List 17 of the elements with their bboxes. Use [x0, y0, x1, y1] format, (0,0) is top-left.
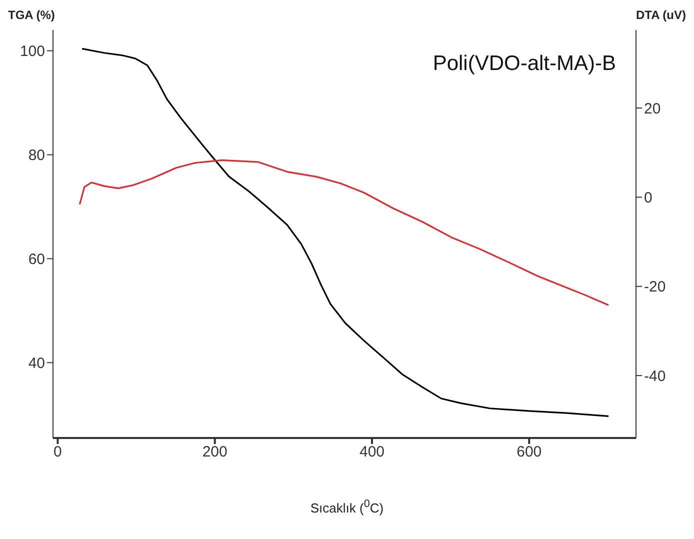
line-series: [78, 159, 610, 306]
x-tick-label: 400: [359, 444, 385, 461]
y2-axis-title: DTA (uV): [636, 8, 686, 22]
y2-tick-label: -20: [644, 278, 666, 296]
x-tick-label: 200: [202, 444, 228, 461]
x-tick-label: 600: [516, 444, 542, 461]
y2-tick-label: -40: [644, 368, 666, 385]
y-tick-label: 100: [20, 43, 45, 60]
y2-tick-label: 0: [644, 190, 652, 207]
y-tick-label: 80: [28, 147, 45, 164]
text: Poli(VDO-alt-MA)-B: [432, 52, 616, 76]
x-tick-label: 0: [54, 444, 62, 461]
y-tick-label: 40: [28, 354, 45, 372]
y-axis-title: TGA (%): [8, 8, 55, 22]
x-axis-title: Sıcaklık ($^{0}$C): [309, 498, 385, 516]
y2-tick-label: 20: [644, 100, 661, 118]
y-tick-label: 60: [28, 251, 45, 268]
